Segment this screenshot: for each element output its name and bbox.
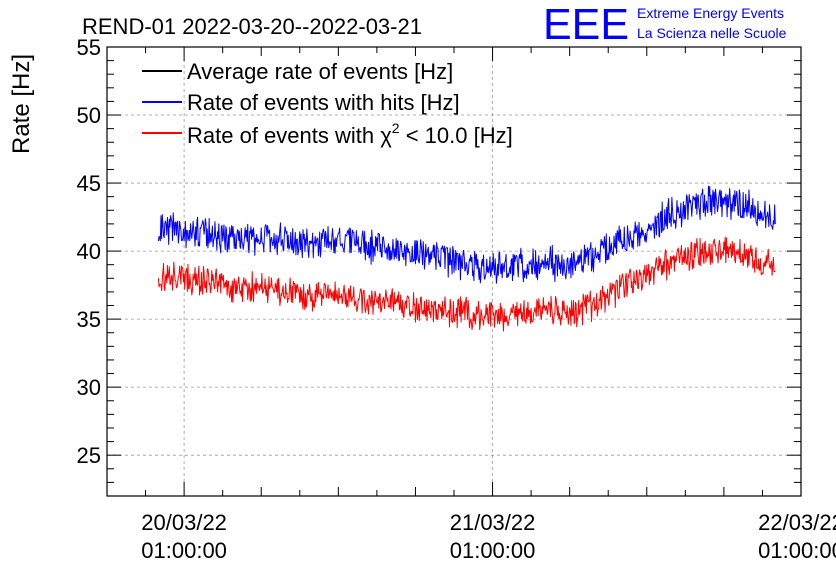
y-tick-label: 25: [77, 443, 101, 468]
y-tick-label: 35: [77, 307, 101, 332]
x-tick-time: 01:00:00: [758, 538, 836, 563]
legend-label-hits: Rate of events with hits [Hz]: [187, 90, 460, 115]
y-axis-label: Rate [Hz]: [8, 54, 35, 154]
eee-logo-mark: EEE: [543, 0, 629, 49]
legend: Average rate of events [Hz] Rate of even…: [142, 59, 513, 148]
legend-chi2-sup: 2: [392, 120, 400, 136]
x-tick-time: 01:00:00: [450, 538, 536, 563]
legend-chi2-symbol: χ: [380, 123, 392, 148]
y-tick-label: 40: [77, 239, 101, 264]
x-tick-date: 20/03/22: [141, 510, 227, 535]
series-line-2: [157, 236, 776, 332]
x-tick-date: 21/03/22: [450, 510, 536, 535]
series-line-1: [157, 185, 776, 284]
x-tick-time: 01:00:00: [141, 538, 227, 563]
legend-label-average: Average rate of events [Hz]: [187, 59, 453, 84]
series-layer: [157, 185, 776, 332]
chart-title: REND-01 2022-03-20--2022-03-21: [82, 14, 422, 39]
legend-chi2-prefix: Rate of events with: [187, 123, 380, 148]
y-tick-label: 50: [77, 103, 101, 128]
y-tick-label: 55: [77, 35, 101, 60]
y-tick-label: 30: [77, 375, 101, 400]
legend-label-chi2: Rate of events with χ2 < 10.0 [Hz]: [187, 120, 513, 148]
y-tick-label: 45: [77, 171, 101, 196]
axis-ticks: [106, 46, 802, 497]
logo-line-2: La Scienza nelle Scuole: [637, 25, 787, 41]
logo-line-1: Extreme Energy Events: [637, 5, 784, 21]
legend-chi2-suffix: < 10.0 [Hz]: [400, 123, 513, 148]
x-tick-date: 22/03/22: [758, 510, 836, 535]
